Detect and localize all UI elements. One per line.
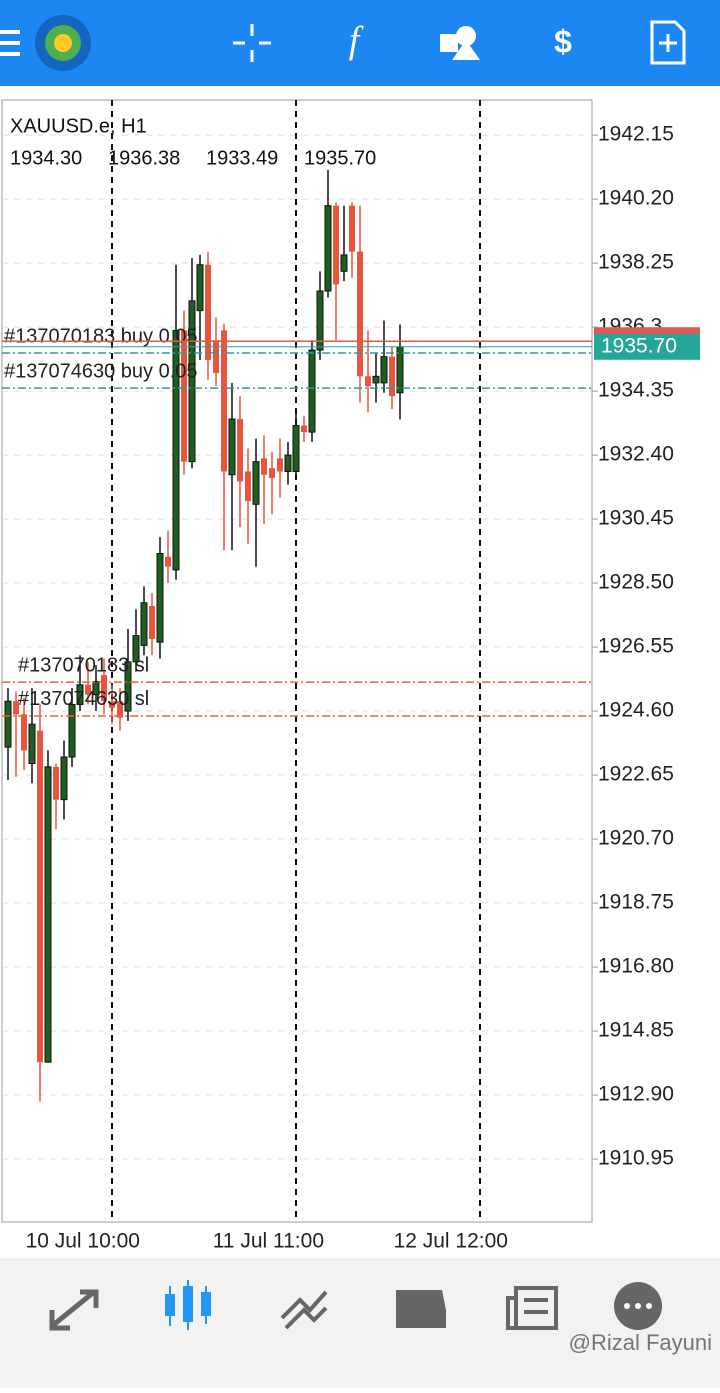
plot: #137070183 buy 0.05 #137074630 buy 0.05 #1… [2,100,592,1222]
candle-body [389,356,395,397]
x-tick-label: 11 Jul 11:00 [213,1230,324,1253]
y-tick-label: 1914.85 [598,1019,674,1042]
order-label: #137074630 sl [18,688,149,710]
candle-body [156,553,164,643]
y-tick-label: 1924.60 [598,699,674,722]
candle-body [92,681,100,696]
candle-body [109,701,115,708]
y-tick-label: 1912.90 [598,1083,674,1106]
y-tick-label: 1934.35 [598,379,674,402]
candle-body [68,703,76,758]
menu-icon[interactable] [0,30,20,56]
x-tick-label: 10 Jul 10:00 [26,1230,140,1253]
crosshair-icon[interactable] [233,24,271,62]
y-tick-label: 1930.45 [598,507,674,530]
candle-body [277,458,283,472]
candle-body [228,418,236,476]
y-tick-label: 1918.75 [598,891,674,914]
x-tick-label: 12 Jul 12:00 [394,1230,508,1253]
candle-body [124,661,132,712]
candle-body [237,418,243,482]
candle-body [28,723,36,765]
candle-body [340,254,348,272]
order-label: #137070183 sl [18,654,149,676]
candle-body [284,454,292,472]
candle-body [316,290,324,351]
toolbar [0,0,720,86]
candle-body [53,766,59,800]
candle-body [349,205,355,252]
candle-body [60,756,68,801]
candle-body [188,300,196,463]
y-tick-label: 1928.50 [598,571,674,594]
bid-label: 1935.70 [601,334,677,357]
close-label: 1935.70 [304,147,376,169]
y-tick-label: 1940.20 [598,187,674,210]
y-tick-label: 1926.55 [598,635,674,658]
bid-label-box [594,333,700,360]
objects-icon[interactable] [440,26,480,60]
candle-body [149,606,155,639]
watermark: @Rizal Fayuni [569,1330,712,1355]
low-label: 1933.49 [206,147,278,169]
chat-tab[interactable] [614,1282,662,1330]
high-label: 1936.38 [108,147,180,169]
y-tick-label: 1910.95 [598,1147,674,1170]
y-tick-label: 1942.15 [598,123,674,146]
candle-body [324,205,332,292]
candle-body [21,714,27,751]
candle-body [132,635,140,663]
symbol-title: XAUUSD.e, H1 [10,115,147,137]
candle-body [172,329,180,571]
y-tick-label: 1938.25 [598,251,674,274]
y-tick-label: 1922.65 [598,763,674,786]
chart-tab[interactable] [165,1280,211,1330]
y-tick-label: 1916.80 [598,955,674,978]
y-tick-label: 1932.40 [598,443,674,466]
candle-body [372,375,380,384]
candle-body [221,330,227,472]
candle-body [301,425,307,433]
history-tab[interactable] [396,1290,446,1328]
candle-body [37,730,43,1063]
order-label: #137070183 buy 0.05 [4,325,198,347]
news-tab[interactable] [506,1286,558,1330]
candle-body [140,602,148,646]
candle-body [196,264,204,312]
candle-body [269,468,275,479]
candle-body [101,674,107,702]
candle-body [181,330,187,462]
order-label: #137074630 buy 0.05 [4,360,198,382]
trade-tab[interactable] [280,1290,328,1330]
candle-body [117,701,123,718]
open-label: 1934.30 [10,147,82,169]
candle-body [76,684,84,705]
candle-body [85,684,91,695]
ask-marker [594,327,700,338]
candle-body [165,556,171,567]
candle-body [13,701,19,715]
timeframe-icon[interactable]: $ [554,23,572,59]
candle-body [308,349,316,433]
y-tick-label: 1920.70 [598,827,674,850]
candle-body [292,425,300,472]
candle-body [357,251,363,377]
new-order-icon[interactable] [650,20,686,65]
candle-body [205,264,211,360]
candle-body [380,356,388,384]
candle-body [213,340,219,374]
candle-body [245,471,251,502]
candle-body [4,700,12,748]
candle-body [365,376,371,387]
quotes-tab[interactable] [49,1289,99,1331]
candle-body [252,461,260,505]
candle-body [333,205,339,285]
bottom-nav [0,1258,720,1388]
candle-body [261,458,267,475]
candle-body [44,766,52,1063]
